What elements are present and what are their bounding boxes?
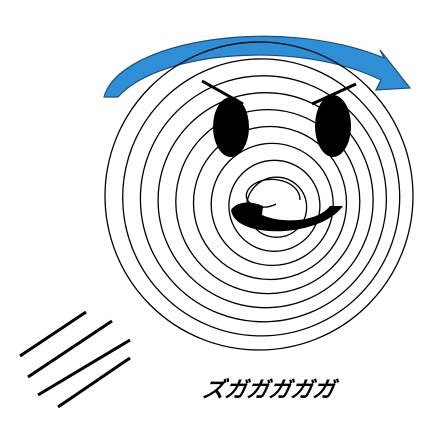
sound-effect-text: ズガガガガガ	[200, 378, 337, 403]
mouth	[231, 202, 343, 232]
spiral-curl	[245, 178, 301, 208]
left-eye	[213, 97, 249, 157]
right-eyebrow	[311, 82, 357, 106]
spiral-ring	[122, 58, 401, 337]
right-eye	[315, 95, 351, 157]
spiral-ring	[157, 92, 374, 309]
motion-lines-icon	[19, 310, 131, 409]
spiral-ring	[139, 75, 388, 323]
spiral-ring	[228, 159, 321, 252]
spiral-face-icon	[104, 41, 414, 351]
curved-arrow-icon	[103, 35, 412, 98]
spiral-ring	[175, 108, 361, 295]
spiral-ring	[210, 142, 334, 267]
spiral-ring	[104, 41, 414, 351]
spiral-ring	[192, 125, 348, 281]
spiral-rings	[104, 41, 414, 351]
